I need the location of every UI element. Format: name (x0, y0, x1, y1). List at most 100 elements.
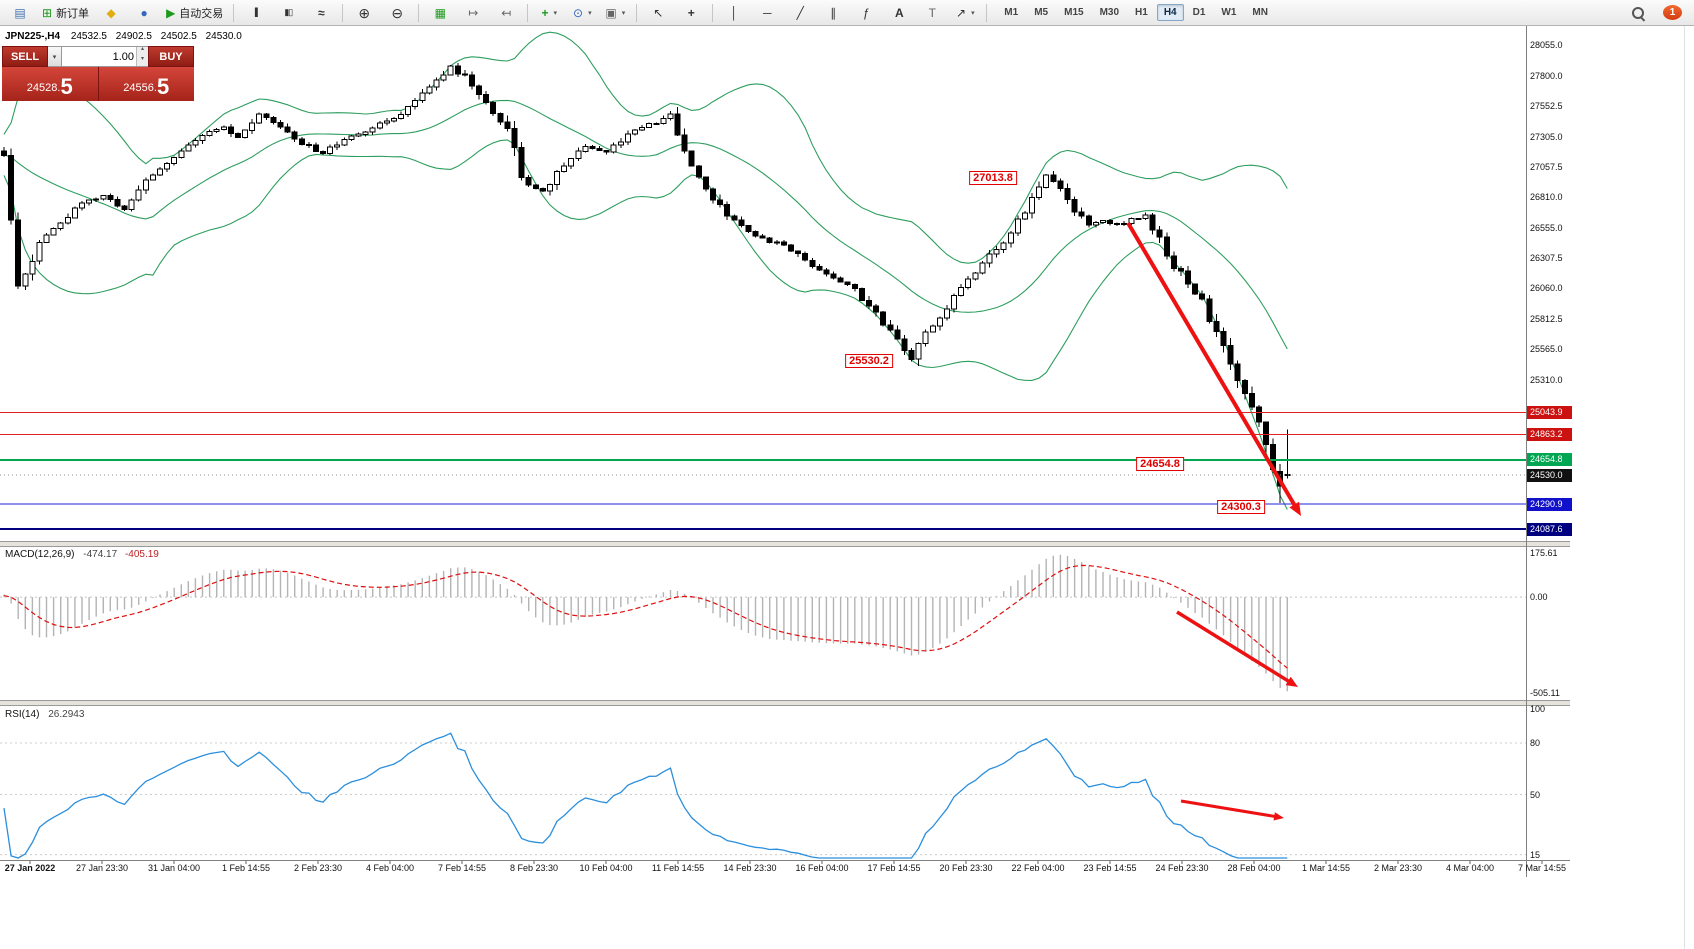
macd-signal-value: -405.19 (124, 549, 159, 560)
volume-spin: ▴ ▾ (136, 46, 148, 66)
search-icon[interactable] (1622, 2, 1654, 24)
crosshair-icon[interactable]: + (687, 5, 695, 20)
chevron-down-icon: ▾ (52, 53, 57, 61)
zoom-in-icon[interactable]: ⊕ (358, 4, 371, 21)
timeframe-m15[interactable]: M15 (1057, 4, 1090, 21)
toolbar-separator (418, 3, 420, 22)
candlestick-chart-icon[interactable]: ▮▯ (284, 7, 293, 17)
autotrading-label: 自动交易 (179, 7, 224, 20)
bid-price-pip: 5 (60, 74, 73, 99)
arrow-icon: ↗ (956, 5, 967, 20)
macd-indicator-label: MACD(12,26,9) -474.17 -405.19 (5, 549, 159, 560)
price-annotation[interactable]: 24300.3 (1217, 500, 1265, 514)
cursor-icon[interactable]: ↖ (653, 5, 664, 20)
timeframe-m5[interactable]: M5 (1027, 4, 1055, 21)
volume-down-button[interactable]: ▾ (137, 56, 148, 66)
new-order-button[interactable]: ⊞ 新订单 (37, 3, 94, 23)
auto-scroll-icon[interactable]: ↦ (468, 5, 479, 20)
toolbar-right: 1 (1622, 2, 1690, 24)
time-axis-border[interactable] (0, 860, 1570, 861)
sell-button[interactable]: SELL (2, 46, 48, 67)
price-axis-border[interactable] (1526, 26, 1527, 877)
clock-icon: ⊙ (573, 5, 584, 20)
trend-arrow-head (1289, 501, 1301, 516)
bid-price-button[interactable]: 24528. 5 (2, 67, 99, 101)
vertical-line-tool-icon[interactable]: │ (730, 5, 739, 20)
indicators-plus-icon: + (541, 5, 549, 20)
symbol-period-label: JPN225-,H4 (5, 31, 61, 42)
macd-panel-splitter[interactable] (0, 541, 1570, 547)
line-chart-icon[interactable]: ≈ (318, 5, 325, 20)
timeframe-d1[interactable]: D1 (1186, 4, 1213, 21)
right-edge-line (1684, 26, 1685, 949)
community-icon[interactable]: ● (140, 5, 148, 20)
indicators-button[interactable]: + ▾ (533, 2, 565, 24)
order-options-dropdown[interactable]: ▾ (48, 46, 62, 67)
ohlc-close: 24530.0 (205, 31, 242, 42)
bar-chart-icon[interactable]: ||| (254, 6, 259, 18)
candles (1, 63, 1291, 504)
timeframe-w1[interactable]: W1 (1214, 4, 1243, 21)
bid-price-main: 24528. (26, 82, 61, 94)
timeframe-h4[interactable]: H4 (1156, 4, 1184, 21)
new-order-icon: ⊞ (42, 5, 53, 20)
toolbar: ▤ ⊞ 新订单 ◆ ● ▶ 自动交易 ||| ▮▯ ≈ ⊕ ⊖ ▦ ↦ ↤ + ▾ ⊙… (0, 0, 1694, 26)
notification-badge[interactable]: 1 (1663, 5, 1682, 20)
chevron-down-icon: ▾ (621, 9, 626, 17)
trendline-tool-icon[interactable]: ╱ (796, 5, 804, 20)
ohlc-high: 24902.5 (115, 31, 152, 42)
horizontal-line-tool-icon[interactable]: ─ (763, 5, 772, 20)
periods-button[interactable]: ⊙ ▾ (566, 2, 598, 24)
trade-widget-price-row: 24528. 5 24556. 5 (2, 67, 194, 101)
timeframe-mn[interactable]: MN (1245, 4, 1275, 21)
toolbar-separator (986, 3, 988, 22)
macd-name: MACD(12,26,9) (5, 549, 75, 560)
volume-up-button[interactable]: ▴ (137, 46, 148, 57)
channel-tool-icon[interactable]: ∥ (830, 5, 837, 20)
timeframe-toolbar: M1 M5 M15 M30 H1 H4 D1 W1 MN (996, 4, 1276, 21)
bollinger-bands (3, 31, 1288, 510)
main-chart-plot (1, 31, 1291, 510)
text-label-tool-icon[interactable]: T (928, 5, 936, 20)
rsi-panel-splitter[interactable] (0, 700, 1570, 706)
trend-arrow[interactable] (1126, 221, 1300, 511)
chevron-down-icon: ▾ (971, 9, 975, 17)
autotrading-play-icon: ▶ (166, 5, 176, 20)
timeframe-m30[interactable]: M30 (1093, 4, 1126, 21)
chart-shift-icon[interactable]: ↤ (501, 5, 512, 20)
arrows-tool-button[interactable]: ↗ ▾ (949, 2, 981, 24)
volume-input[interactable] (62, 47, 136, 66)
trade-widget-top-row: SELL ▾ ▴ ▾ BUY (2, 46, 194, 67)
timeframe-m1[interactable]: M1 (997, 4, 1025, 21)
trend-arrow-head (1273, 812, 1284, 821)
price-annotation[interactable]: 27013.8 (969, 171, 1017, 185)
tile-windows-icon[interactable]: ▦ (434, 5, 446, 20)
trend-arrow[interactable] (1180, 799, 1279, 819)
fibonacci-tool-icon[interactable]: ƒ (862, 5, 870, 20)
chart-window-icon[interactable]: ▤ (14, 5, 26, 20)
text-tool-icon[interactable]: A (894, 5, 904, 20)
buy-button[interactable]: BUY (148, 46, 194, 67)
ohlc-low: 24502.5 (160, 31, 197, 42)
new-order-label: 新订单 (56, 7, 90, 20)
zoom-out-icon[interactable]: ⊖ (391, 4, 404, 21)
trend-arrow[interactable] (1176, 610, 1294, 686)
price-annotation[interactable]: 25530.2 (845, 354, 893, 368)
magnifier-glyph (1632, 6, 1644, 19)
ohlc-open: 24532.5 (70, 31, 107, 42)
macd-main-value: -474.17 (83, 549, 118, 560)
templates-button[interactable]: ▣ ▾ (599, 2, 631, 24)
one-click-trading-widget: SELL ▾ ▴ ▾ BUY 24528.5 24556.5 (2, 46, 194, 101)
ask-price-main: 24556. (123, 82, 157, 94)
ask-price-button[interactable]: 24556. 5 (98, 67, 194, 101)
rsi-line (3, 732, 1288, 859)
chevron-down-icon: ▾ (553, 9, 558, 17)
trend-arrow-head (1285, 676, 1298, 687)
metaeditor-icon[interactable]: ◆ (106, 5, 116, 20)
timeframe-h1[interactable]: H1 (1128, 4, 1155, 21)
price-annotation[interactable]: 24654.8 (1136, 457, 1184, 471)
autotrading-button[interactable]: ▶ 自动交易 (161, 3, 228, 23)
